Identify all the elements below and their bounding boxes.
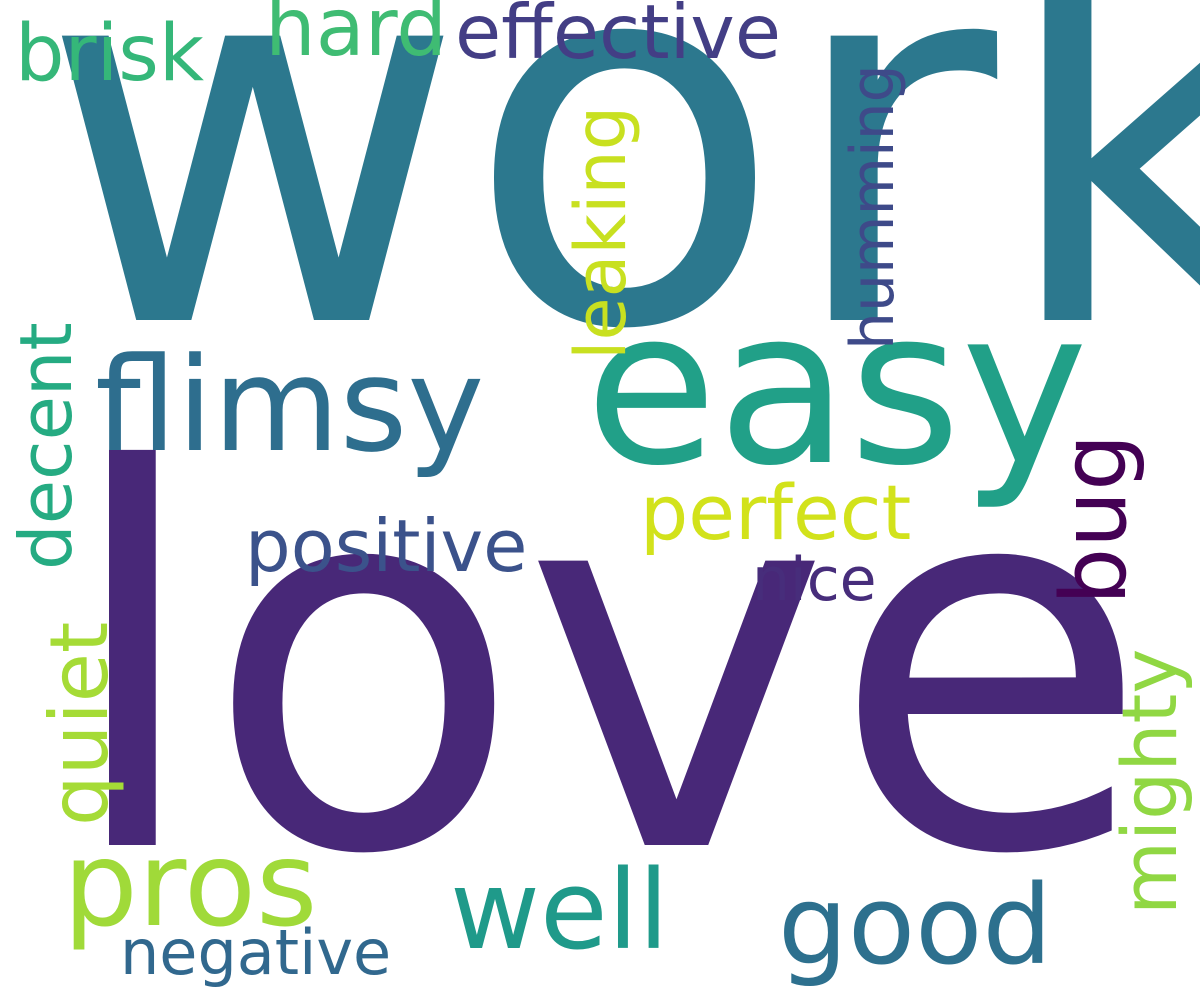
word-positive: positive (245, 504, 528, 588)
word-brisk: brisk (15, 9, 205, 99)
word-nice: nice (752, 545, 877, 615)
word-leaking: leaking (560, 105, 642, 360)
word-quiet: quiet (33, 621, 126, 826)
word-effective: effective (455, 0, 781, 76)
word-work: work (40, 0, 1200, 443)
word-negative: negative (120, 916, 392, 989)
word-mighty: mighty (1105, 648, 1194, 915)
word-humming: humming (838, 64, 908, 350)
word-pros: pros (63, 815, 318, 953)
word-bug: bug (1042, 433, 1147, 605)
word-well: well (450, 846, 669, 974)
word-flimsy: flimsy (95, 329, 485, 481)
word-love: love (60, 362, 1151, 968)
word-decent: decent (4, 322, 88, 570)
word-perfect: perfect (640, 468, 912, 557)
word-hard: hard (265, 0, 447, 74)
word-easy: easy (585, 262, 1089, 513)
word-good: good (778, 861, 1053, 989)
